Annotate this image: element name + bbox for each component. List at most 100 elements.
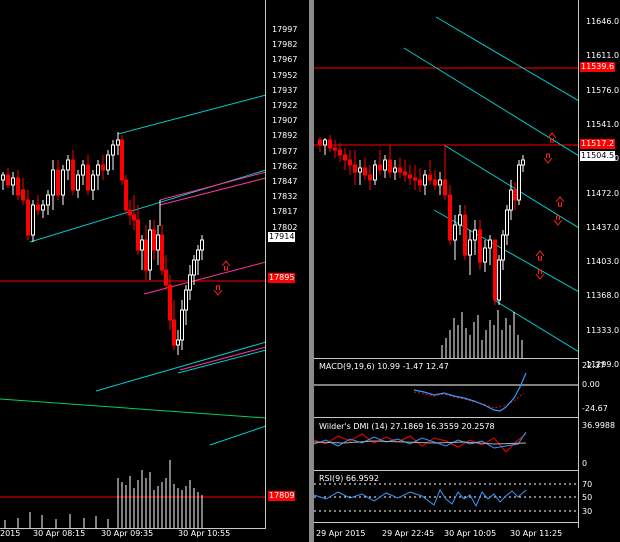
dmi-minus-line <box>314 433 527 453</box>
candle-body <box>448 194 452 241</box>
price-scale-label: 11299.0 <box>586 360 620 369</box>
rsi-line <box>314 488 527 508</box>
candle-body <box>164 269 168 286</box>
dmi-separator <box>314 417 579 418</box>
candle-body <box>140 239 144 251</box>
price-scale-label: 11368.0 <box>586 291 620 301</box>
candle-body <box>184 289 188 311</box>
current-price-tag: 11504.5 <box>580 151 616 161</box>
candle-body <box>505 209 509 236</box>
macd-signal-line <box>413 391 525 409</box>
dmi-title: Wilder's DMI (14) 27.1869 16.3559 20.257… <box>319 422 495 431</box>
price-scale-label: 11437.0 <box>586 222 620 232</box>
channel-line <box>179 346 266 371</box>
candle-body <box>156 234 160 251</box>
macd-scale-label: -24.67 <box>582 404 608 413</box>
channel-line <box>95 341 266 392</box>
candle-body <box>433 179 437 186</box>
candle-body <box>403 171 407 176</box>
candle-body <box>51 169 55 196</box>
candle-body <box>26 199 30 236</box>
arrow-up-icon <box>221 260 231 271</box>
candle-body <box>106 154 110 171</box>
candle-body <box>443 179 447 196</box>
candle-body <box>111 144 115 156</box>
pane-divider[interactable] <box>309 0 314 542</box>
macd-scale-label: 22.37 <box>582 361 605 370</box>
price-scale-label: 17877 <box>272 146 298 156</box>
time-label: 30 Apr 10:05 <box>444 529 497 538</box>
candle-body <box>180 309 184 341</box>
time-label: 2015 <box>0 529 21 538</box>
price-scale-label: 17922 <box>272 101 298 110</box>
candle-body <box>124 179 128 211</box>
channel-line <box>177 349 266 374</box>
candle-body <box>458 214 462 226</box>
candle-body <box>21 189 25 201</box>
price-scale-label: 17862 <box>272 161 298 171</box>
red-line-price-tag: 17895 <box>268 273 296 283</box>
right-chart-window[interactable]: 11646.011611.011576.011541.011506.011472… <box>314 0 620 542</box>
candle-body <box>136 219 140 251</box>
candle-body <box>483 247 487 263</box>
macd-scale-label: 0.00 <box>582 380 600 389</box>
candle-body <box>31 204 35 236</box>
candle-body <box>348 159 352 166</box>
right-price-chart[interactable] <box>314 0 579 528</box>
candle-body <box>71 159 75 191</box>
candle-body <box>358 167 362 173</box>
price-scale-label: 11646.0 <box>586 17 620 26</box>
candle-body <box>196 249 200 261</box>
candle-body <box>46 194 50 206</box>
adx-line <box>314 440 527 445</box>
time-label: 30 Apr 08:15 <box>33 529 86 538</box>
rsi-scale-label: 50 <box>582 493 593 502</box>
candle-body <box>86 164 90 191</box>
price-scale-label: 17907 <box>272 116 298 126</box>
rsi-scale-label: 30 <box>582 507 593 516</box>
left-chart-window[interactable]: 17997 17982 17967 17952 17937 17922 17907 17892… <box>0 0 309 542</box>
price-scale-label: 17982 <box>272 40 298 50</box>
candle-body <box>41 204 45 211</box>
arrow-down-icon <box>543 153 553 164</box>
candle-body <box>383 159 387 171</box>
dmi-scale-label: 36.9988 <box>582 421 616 430</box>
macd-separator <box>314 358 579 359</box>
price-scale-label: 11403.0 <box>586 257 620 267</box>
channel-line <box>403 47 579 157</box>
right-time-axis-line <box>314 522 579 523</box>
candle-body <box>328 139 332 149</box>
candle-body <box>428 174 432 181</box>
time-label: 29 Apr 2015 <box>316 529 366 538</box>
channel-line <box>435 16 579 102</box>
price-scale-label: 11472.0 <box>586 188 620 198</box>
channel-line <box>143 261 266 295</box>
candle-body <box>148 229 152 271</box>
candle-body <box>61 169 65 196</box>
candle-body <box>488 239 492 249</box>
moving-average-line <box>0 398 266 419</box>
candle-body <box>116 139 120 146</box>
candle-body <box>363 167 367 176</box>
candle-body <box>6 174 10 186</box>
candle-body <box>66 159 70 171</box>
candle-body <box>338 149 342 156</box>
price-scale-label: 11576.0 <box>586 85 620 95</box>
channel-line <box>493 299 579 353</box>
rsi-scale-label: 70 <box>582 480 593 489</box>
price-scale-label: 17892 <box>272 131 298 141</box>
candle-body <box>160 234 164 271</box>
channel-line <box>209 425 266 446</box>
candle-body <box>463 214 467 256</box>
candle-body <box>172 319 176 346</box>
time-label: 30 Apr 11:25 <box>510 529 563 538</box>
candle-body <box>373 164 377 181</box>
candle-body <box>192 259 196 276</box>
candle-body <box>16 177 20 196</box>
candle-body <box>408 174 412 179</box>
left-price-chart[interactable] <box>0 0 266 528</box>
current-price-tag: 17914 <box>268 232 296 242</box>
candle-body <box>438 179 442 186</box>
candle-body <box>521 159 525 166</box>
candle-body <box>497 259 501 301</box>
